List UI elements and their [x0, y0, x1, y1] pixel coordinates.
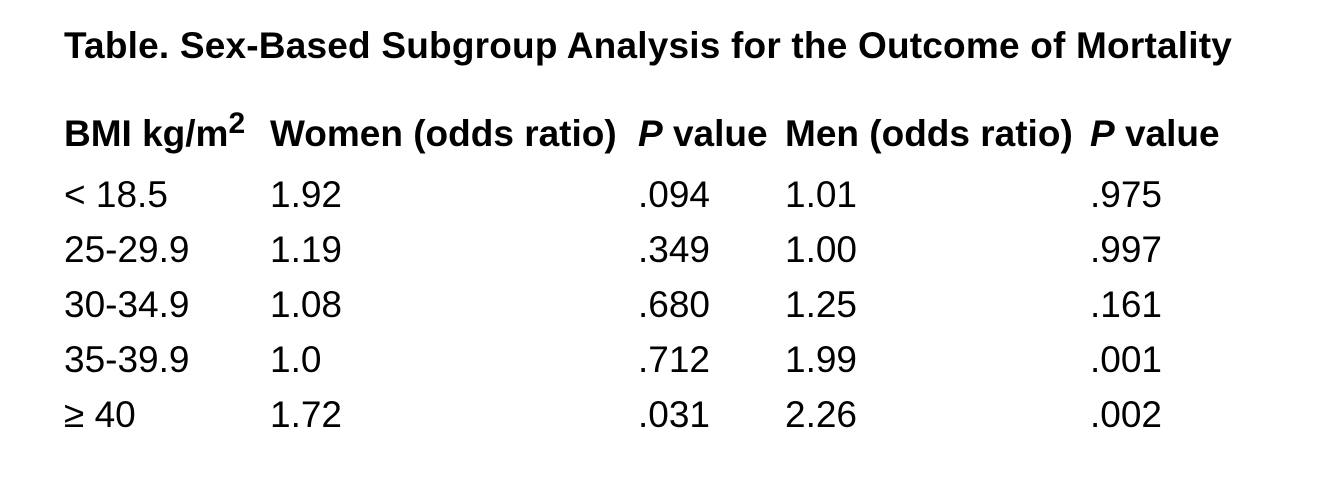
table-row: 30-34.9 1.08 .680 1.25 .161: [64, 277, 1302, 332]
women-p-value-cell: .712: [638, 339, 711, 380]
bmi-cell: < 18.5: [64, 174, 168, 215]
column-header-men-p-value: P value: [1090, 106, 1302, 161]
women-p-value-cell: .680: [638, 284, 711, 325]
women-odds-ratio-cell: 1.72: [270, 394, 343, 435]
bmi-cell: 25-29.9: [64, 229, 190, 270]
p-symbol: P: [1090, 113, 1115, 154]
mortality-subgroup-table: BMI kg/m2 Women (odds ratio) P value Men…: [64, 106, 1302, 442]
p-value-label-text: value: [662, 113, 768, 154]
men-odds-ratio-cell: 1.99: [785, 339, 858, 380]
men-p-value-cell: .002: [1090, 394, 1163, 435]
men-p-value-cell: .997: [1090, 229, 1163, 270]
women-p-value-cell: .094: [638, 174, 711, 215]
men-odds-ratio-cell: 1.01: [785, 174, 858, 215]
table-title: Table. Sex-Based Subgroup Analysis for t…: [64, 25, 1233, 66]
table-header-row: BMI kg/m2 Women (odds ratio) P value Men…: [64, 106, 1302, 161]
men-p-value-cell: .001: [1090, 339, 1163, 380]
column-header-women-p-value: P value: [638, 106, 785, 161]
table-row: ≥ 40 1.72 .031 2.26 .002: [64, 387, 1302, 442]
bmi-cell: 30-34.9: [64, 284, 190, 325]
men-odds-ratio-cell: 1.25: [785, 284, 858, 325]
p-value-label-text: value: [1114, 113, 1220, 154]
bmi-cell: 35-39.9: [64, 339, 190, 380]
column-header-women-odds-ratio: Women (odds ratio): [270, 113, 617, 154]
women-p-value-cell: .349: [638, 229, 711, 270]
column-header-bmi: BMI kg/m2: [64, 106, 270, 161]
table-row: 35-39.9 1.0 .712 1.99 .001: [64, 332, 1302, 387]
women-p-value-cell: .031: [638, 394, 711, 435]
table-row: 25-29.9 1.19 .349 1.00 .997: [64, 222, 1302, 277]
women-odds-ratio-cell: 1.92: [270, 174, 343, 215]
bmi-cell: ≥ 40: [64, 394, 136, 435]
table-row: < 18.5 1.92 .094 1.01 .975: [64, 167, 1302, 222]
men-p-value-cell: .161: [1090, 284, 1163, 325]
p-symbol: P: [638, 113, 663, 154]
women-odds-ratio-cell: 1.19: [270, 229, 343, 270]
bmi-header-text: BMI kg/m: [64, 113, 229, 154]
women-odds-ratio-cell: 1.0: [270, 339, 322, 380]
men-odds-ratio-cell: 2.26: [785, 394, 858, 435]
women-odds-ratio-cell: 1.08: [270, 284, 343, 325]
bmi-header-superscript: 2: [228, 107, 246, 140]
column-header-men-odds-ratio: Men (odds ratio): [785, 113, 1073, 154]
men-p-value-cell: .975: [1090, 174, 1163, 215]
men-odds-ratio-cell: 1.00: [785, 229, 858, 270]
